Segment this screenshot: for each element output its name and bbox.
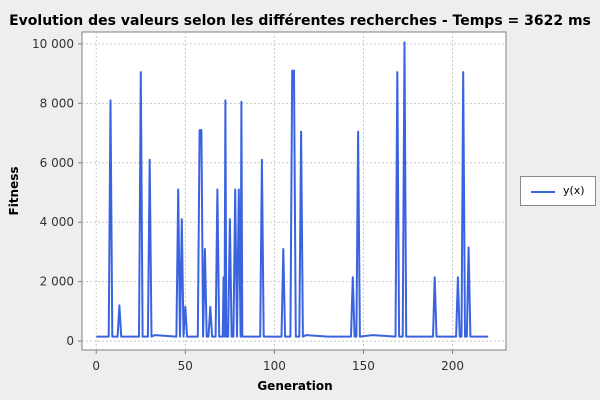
y-tick-label: 0 [66,334,74,348]
legend-swatch [531,191,555,193]
chart-title: Evolution des valeurs selon les différen… [9,13,591,29]
y-tick-label: 8 000 [40,96,74,110]
x-tick-label: 200 [441,359,464,373]
legend: y(x) [520,176,596,206]
legend-label: y(x) [563,184,585,197]
x-tick-label: 0 [92,359,100,373]
grid-lines [82,32,506,350]
x-tick-label: 100 [263,359,286,373]
axis-ticks: 0 50 100 150 200 0 2 000 4 000 6 000 8 000 10 000 [32,37,464,373]
y-tick-label: 4 000 [40,215,74,229]
y-tick-label: 6 000 [40,156,74,170]
x-tick-label: 50 [178,359,193,373]
y-tick-label: 2 000 [40,275,74,289]
series-line-y-x [96,41,489,338]
y-axis-label: Fitness [7,166,21,215]
y-tick-label: 10 000 [32,37,74,51]
x-axis-label: Generation [257,379,332,393]
x-tick-label: 150 [352,359,375,373]
